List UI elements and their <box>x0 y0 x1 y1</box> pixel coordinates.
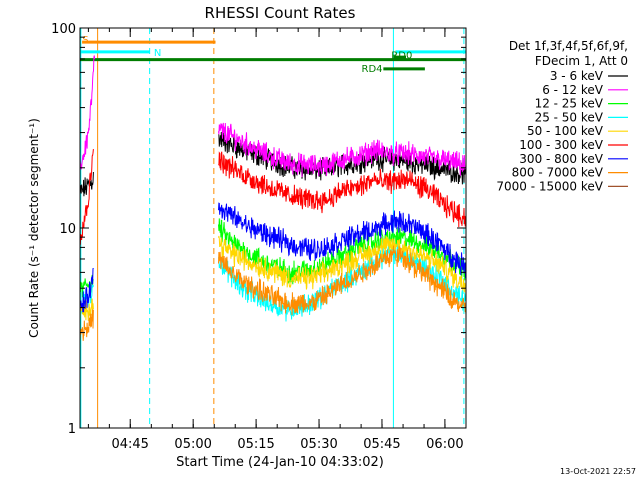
x-tick-label-3: 05:30 <box>300 437 337 452</box>
series-line-300-800keV-segment-0 <box>79 267 94 313</box>
chart-title: RHESSI Count Rates <box>205 4 356 22</box>
x-axis-label: Start Time (24-Jan-10 04:33:02) <box>176 455 384 470</box>
legend-label-0: 3 - 6 keV <box>550 69 604 83</box>
y-tick-label-2: 100 <box>51 22 76 37</box>
series-line-6-12keV-segment-0 <box>79 55 96 170</box>
series-line-50-100keV-segment-1 <box>218 235 467 297</box>
legend-label-8: 7000 - 15000 keV <box>496 179 603 193</box>
series-line-3-6keV-segment-0 <box>79 171 94 197</box>
series-line-300-800keV-segment-1 <box>218 202 467 279</box>
legend-label-2: 12 - 25 keV <box>535 97 604 111</box>
series-line-800-7000keV-segment-1 <box>218 245 467 316</box>
legend-label-7: 800 - 7000 keV <box>512 166 604 180</box>
legend-label-5: 100 - 300 keV <box>519 138 603 152</box>
legend-label-3: 25 - 50 keV <box>535 110 604 124</box>
legend: Det 1f,3f,4f,5f,6f,9f, FDecim 1, Att 0 3… <box>496 39 628 193</box>
x-tick-label-0: 04:45 <box>111 437 148 452</box>
axes: 04:45 05:00 05:15 05:30 05:45 06:00 1 10 100 <box>51 22 466 452</box>
series-line-100-300keV-segment-0 <box>79 149 94 246</box>
generation-timestamp: 13-Oct-2021 22:57 <box>560 467 636 476</box>
y-axis-label: Count Rate (s⁻¹ detector segment⁻¹) <box>27 118 41 338</box>
legend-label-1: 6 - 12 keV <box>542 83 604 97</box>
status-bar-label-RD0: RD0 <box>391 51 412 62</box>
series-line-800-7000keV-segment-0 <box>79 309 94 342</box>
data-series <box>79 55 467 342</box>
legend-label-4: 50 - 100 keV <box>527 124 604 138</box>
legend-header-line-2: FDecim 1, Att 0 <box>535 54 628 68</box>
series-line-100-300keV-segment-1 <box>218 151 467 228</box>
legend-label-6: 300 - 800 keV <box>519 152 603 166</box>
x-tick-label-1: 05:00 <box>174 437 211 452</box>
legend-header-line-1: Det 1f,3f,4f,5f,6f,9f, <box>509 39 628 53</box>
status-bar-label-N: N <box>154 48 161 59</box>
y-tick-label-1: 10 <box>59 222 76 237</box>
x-tick-label-5: 06:00 <box>426 437 463 452</box>
series-line-6-12keV-segment-1 <box>218 122 467 178</box>
x-tick-label-2: 05:15 <box>237 437 274 452</box>
y-tick-label-0: 1 <box>68 422 76 437</box>
status-bar-label-S: S <box>82 35 88 46</box>
attenuator-status-bars: S N RD0 RD4 <box>80 35 466 75</box>
x-tick-label-4: 05:45 <box>363 437 400 452</box>
status-bar-label-RD4: RD4 <box>362 64 383 75</box>
